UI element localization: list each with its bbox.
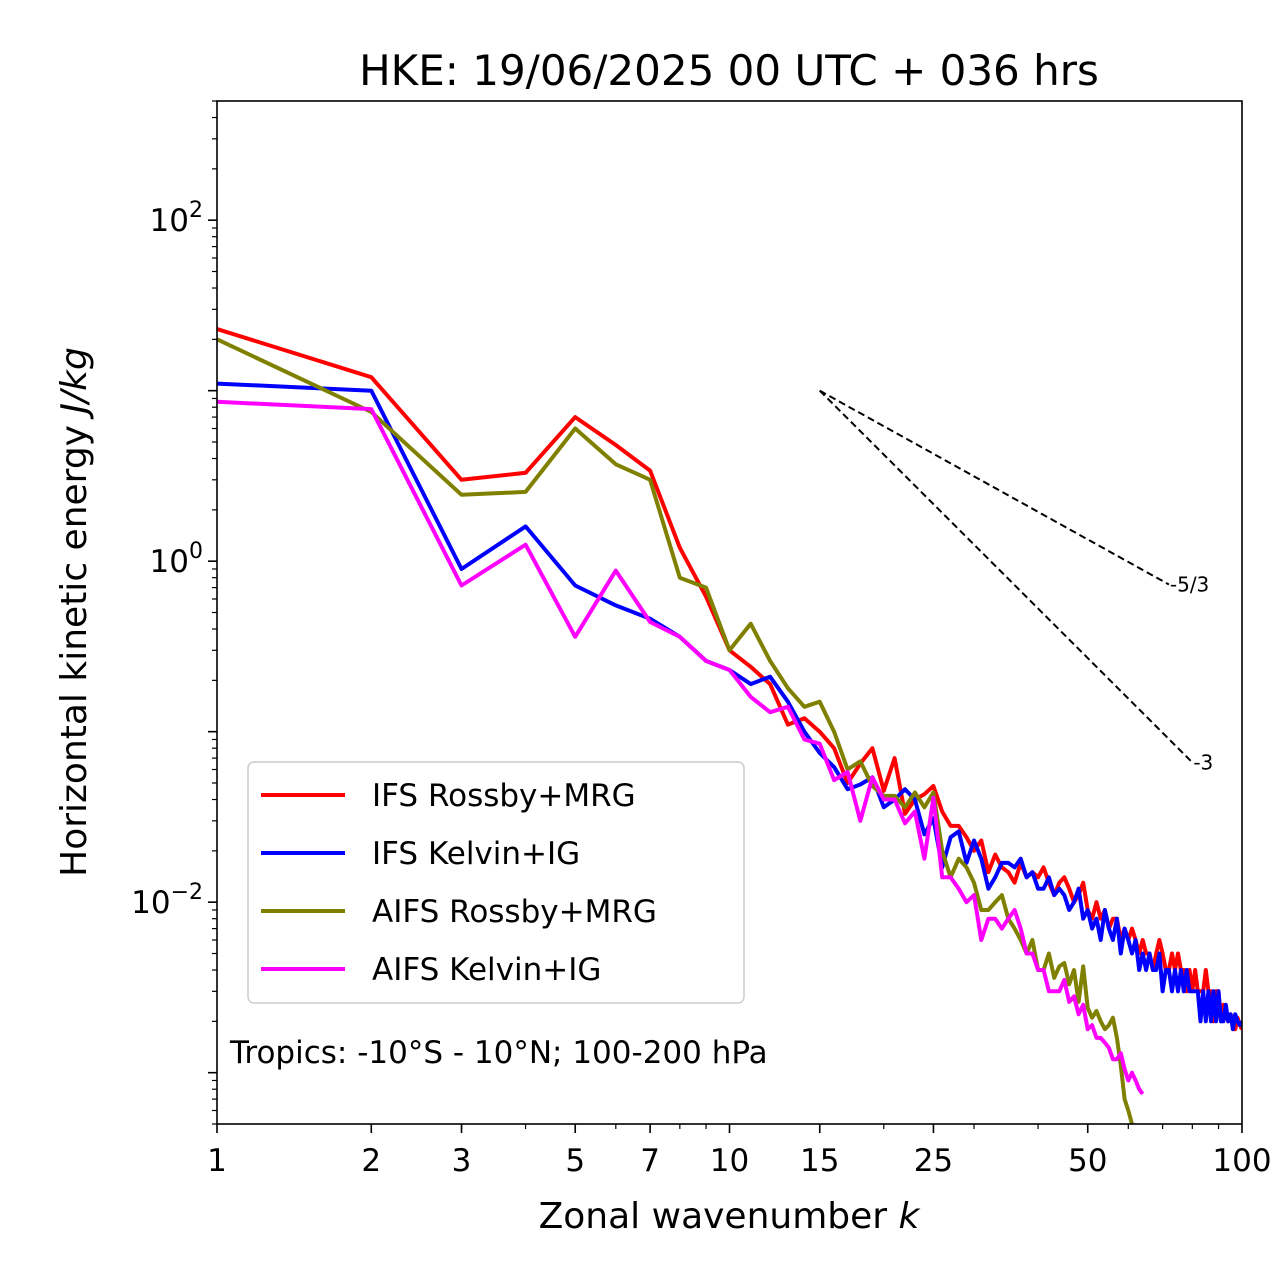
x-tick-label: 2 <box>361 1143 381 1179</box>
reference-slope-layer: -5/3 -3 <box>819 389 1213 774</box>
legend-items: IFS Rossby+MRG IFS Kelvin+IG AIFS Rossby+M… <box>261 778 657 988</box>
x-tick-label: 50 <box>1068 1143 1107 1179</box>
series-layer <box>217 327 1242 1124</box>
series-line-1 <box>217 381 1242 1032</box>
x-tick-label: 25 <box>914 1143 953 1179</box>
x-tick-label: 5 <box>565 1143 585 1179</box>
reference-slope-label-1: -3 <box>1193 750 1213 774</box>
legend-label-1: IFS Kelvin+IG <box>372 836 580 872</box>
x-axis-ticks: 1 2 3 5 7 10 15 25 50 100 <box>207 1124 1272 1179</box>
x-axis-label: Zonal wavenumber k <box>539 1196 922 1237</box>
x-tick-label: 7 <box>640 1143 660 1179</box>
y-axis-label: Horizontal kinetic energy J/kg <box>54 347 95 877</box>
region-annotation: Tropics: -10°S - 10°N; 100-200 hPa <box>229 1035 768 1071</box>
x-tick-label: 100 <box>1212 1143 1271 1179</box>
series-line-3 <box>217 399 1145 1096</box>
x-tick-label: 10 <box>710 1143 749 1179</box>
y-axis-ticks: 102 100 10−2 <box>131 100 217 1125</box>
legend-label-0: IFS Rossby+MRG <box>372 778 636 814</box>
chart-title: HKE: 19/06/2025 00 UTC + 036 hrs <box>359 46 1099 95</box>
y-tick-label: 10−2 <box>131 880 203 921</box>
x-tick-label: 1 <box>207 1143 227 1179</box>
legend: IFS Rossby+MRG IFS Kelvin+IG AIFS Rossby+M… <box>247 761 745 1004</box>
series-line-2 <box>217 337 1135 1124</box>
legend-label-2: AIFS Rossby+MRG <box>372 894 657 930</box>
reference-slope-label-0: -5/3 <box>1170 572 1209 596</box>
x-tick-label: 15 <box>800 1143 839 1179</box>
legend-label-3: AIFS Kelvin+IG <box>372 952 601 988</box>
reference-slope-line-0 <box>819 389 1170 586</box>
legend-box <box>247 761 745 1004</box>
x-tick-label: 3 <box>452 1143 472 1179</box>
y-tick-label: 102 <box>150 198 203 239</box>
y-tick-label: 100 <box>150 539 203 580</box>
